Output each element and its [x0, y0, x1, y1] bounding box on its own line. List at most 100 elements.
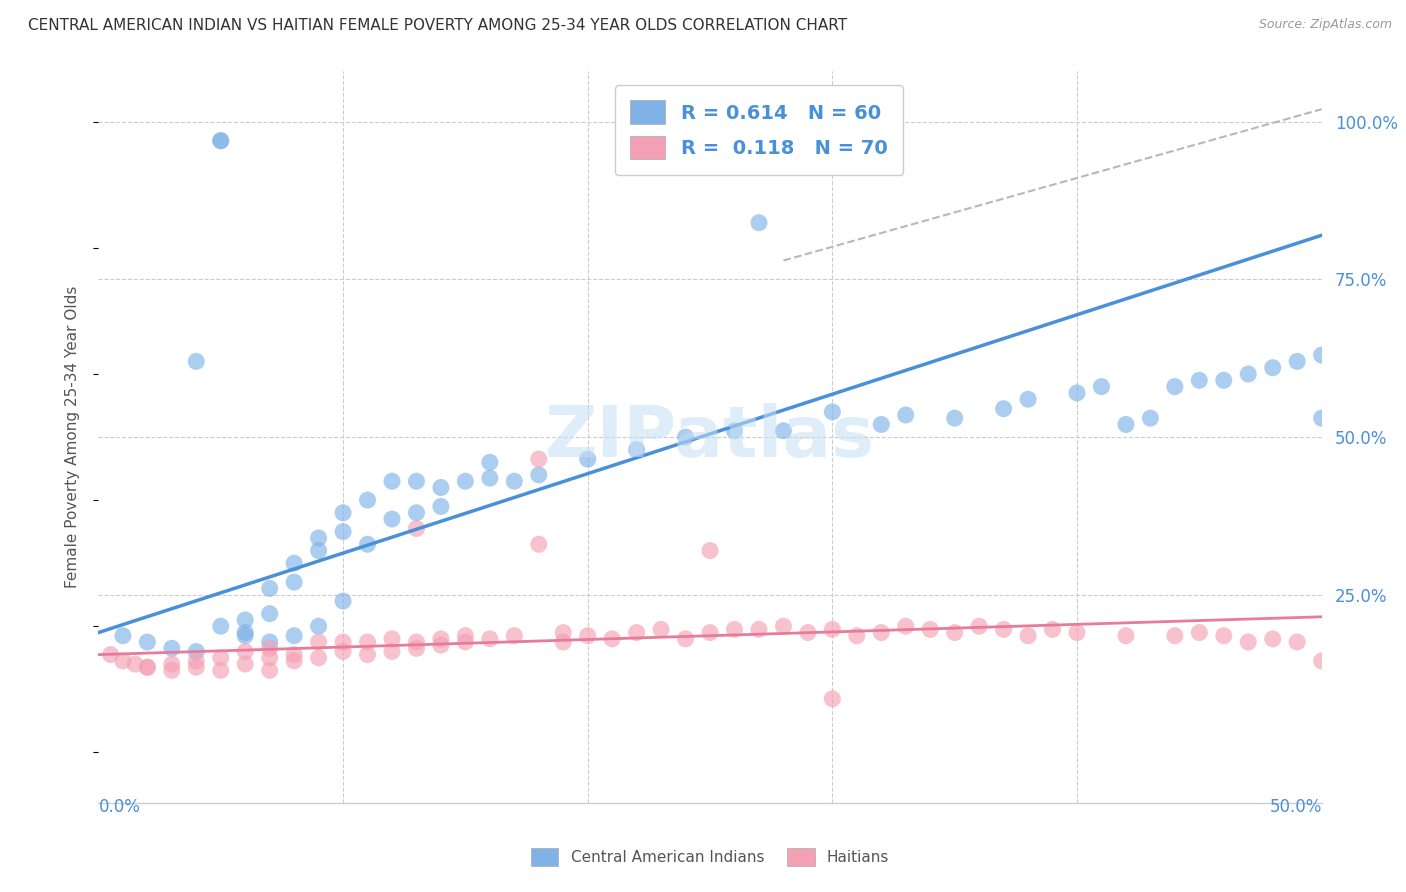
Point [111, 629, 134, 643]
Point [332, 506, 354, 520]
Point [430, 632, 453, 646]
Point [553, 625, 575, 640]
Point [332, 635, 354, 649]
Point [600, 632, 623, 646]
Point [845, 629, 868, 643]
Point [1115, 629, 1137, 643]
Point [405, 521, 427, 535]
Point [650, 623, 672, 637]
Point [626, 442, 648, 457]
Point [233, 629, 256, 643]
Point [1090, 379, 1112, 393]
Point [136, 660, 159, 674]
Point [1115, 417, 1137, 432]
Point [381, 644, 404, 658]
Point [772, 424, 794, 438]
Point [283, 648, 305, 662]
Point [1188, 625, 1211, 640]
Point [1164, 379, 1187, 393]
Point [283, 654, 305, 668]
Point [356, 648, 378, 662]
Point [259, 650, 281, 665]
Point [160, 641, 183, 656]
Point [332, 644, 354, 658]
Point [454, 629, 477, 643]
Point [894, 408, 917, 422]
Point [233, 644, 256, 658]
Point [1212, 373, 1234, 387]
Point [821, 405, 844, 419]
Point [576, 629, 599, 643]
Point [186, 644, 208, 658]
Point [1164, 629, 1187, 643]
Point [283, 629, 305, 643]
Point [1066, 386, 1088, 401]
Point [160, 657, 183, 671]
Point [797, 625, 820, 640]
Point [100, 648, 122, 662]
Point [675, 430, 697, 444]
Point [233, 625, 256, 640]
Point [259, 582, 281, 596]
Point [1310, 654, 1333, 668]
Point [356, 493, 378, 508]
Point [136, 660, 159, 674]
Point [894, 619, 917, 633]
Point [967, 619, 990, 633]
Point [209, 134, 232, 148]
Point [381, 474, 404, 488]
Point [405, 506, 427, 520]
Point [209, 650, 232, 665]
Point [1237, 635, 1260, 649]
Point [943, 411, 966, 425]
Point [920, 623, 942, 637]
Point [1286, 354, 1309, 368]
Point [478, 471, 501, 485]
Text: CENTRAL AMERICAN INDIAN VS HAITIAN FEMALE POVERTY AMONG 25-34 YEAR OLDS CORRELAT: CENTRAL AMERICAN INDIAN VS HAITIAN FEMAL… [28, 18, 848, 33]
Point [993, 401, 1015, 416]
Point [723, 623, 745, 637]
Point [430, 638, 453, 652]
Point [308, 543, 330, 558]
Point [1066, 625, 1088, 640]
Point [430, 500, 453, 514]
Point [332, 594, 354, 608]
Point [308, 635, 330, 649]
Point [478, 455, 501, 469]
Point [209, 619, 232, 633]
Text: ZIPatlas: ZIPatlas [546, 402, 875, 472]
Point [259, 664, 281, 678]
Point [503, 629, 526, 643]
Y-axis label: Female Poverty Among 25-34 Year Olds: Female Poverty Among 25-34 Year Olds [65, 286, 80, 588]
Point [1017, 629, 1039, 643]
Point [136, 635, 159, 649]
Point [527, 452, 550, 467]
Point [748, 623, 770, 637]
Point [1188, 373, 1211, 387]
Point [626, 625, 648, 640]
Point [870, 417, 893, 432]
Point [283, 575, 305, 590]
Point [1261, 632, 1284, 646]
Point [209, 664, 232, 678]
Point [723, 424, 745, 438]
Point [748, 216, 770, 230]
Point [699, 625, 721, 640]
Point [1042, 623, 1064, 637]
Point [527, 467, 550, 482]
Point [943, 625, 966, 640]
Point [993, 623, 1015, 637]
Point [124, 657, 146, 671]
Point [503, 474, 526, 488]
Point [1261, 360, 1284, 375]
Point [186, 354, 208, 368]
Point [209, 134, 232, 148]
Point [821, 691, 844, 706]
Point [160, 664, 183, 678]
Point [111, 654, 134, 668]
Point [259, 635, 281, 649]
Point [308, 650, 330, 665]
Point [405, 474, 427, 488]
Point [454, 474, 477, 488]
Point [553, 635, 575, 649]
